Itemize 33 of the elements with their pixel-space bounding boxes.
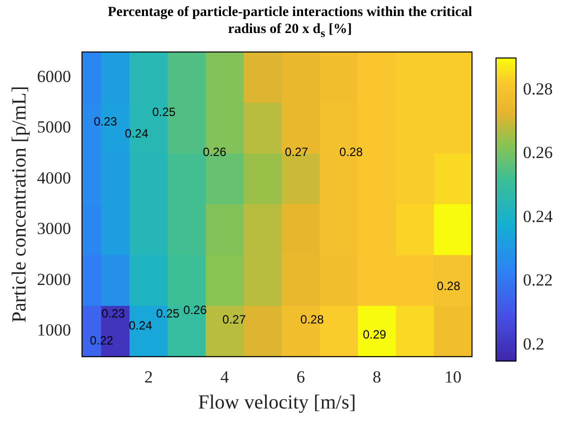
annotation: 0.23 [94, 114, 118, 128]
x-tick-label: 6 [296, 367, 306, 386]
y-tick-label: 6000 [37, 66, 71, 86]
y-tick-label: 2000 [37, 270, 71, 289]
x-tick-label: 2 [144, 367, 153, 386]
annotation: 0.22 [90, 334, 114, 348]
y-axis-title: Particle concentration [p/mL] [8, 86, 30, 323]
annotation: 0.24 [124, 126, 149, 141]
color-bar-label: 0.26 [523, 143, 553, 162]
y-tick-label: 1000 [37, 320, 71, 340]
annotation: 0.25 [152, 105, 176, 120]
y-tick-label: 4000 [37, 168, 71, 188]
annotation: 0.28 [300, 312, 324, 326]
x-tick-label: 8 [372, 367, 382, 386]
chart-title: Percentage of particle-particle interactions within the critical radius of 20 x d$_{s}$ [%] [106, 4, 474, 42]
annotation: 0.26 [202, 144, 227, 159]
annotation: 0.28 [436, 278, 461, 293]
color-bar-label: 0.24 [523, 206, 554, 226]
y-tick-label: 5000 [37, 118, 71, 137]
annotation: 0.24 [128, 318, 152, 332]
color-bar-label: 0.28 [523, 79, 553, 98]
annotation: 0.28 [339, 144, 364, 159]
x-tick-label: 10 [444, 367, 462, 386]
annotation: 0.27 [222, 312, 246, 326]
annotation: 0.23 [102, 306, 126, 320]
color-bar-label: 0.22 [523, 270, 553, 290]
annotation: 0.25 [156, 306, 180, 320]
annotation: 0.27 [284, 144, 308, 159]
color-bar-label: 0.2 [523, 334, 544, 354]
y-tick-label: 3000 [37, 219, 71, 238]
x-axis-title: Flow velocity [m/s] [198, 391, 356, 414]
x-tick-label: 4 [220, 367, 230, 386]
annotation: 0.29 [362, 328, 386, 342]
